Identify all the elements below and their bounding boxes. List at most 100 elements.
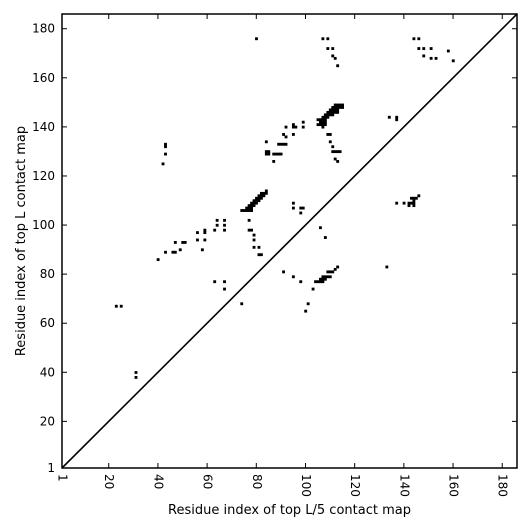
- contact-point: [245, 209, 249, 212]
- contact-point: [262, 191, 266, 195]
- contact-point: [417, 194, 421, 198]
- contact-point: [196, 231, 199, 235]
- y-tick-label: 120: [32, 169, 55, 183]
- contact-point: [299, 280, 303, 284]
- contact-point: [417, 47, 421, 50]
- contact-point: [291, 125, 295, 129]
- contact-point: [333, 108, 337, 112]
- contact-point: [336, 110, 340, 114]
- contact-point: [321, 125, 325, 129]
- x-tick-label: 40: [151, 474, 165, 489]
- contact-point: [247, 209, 251, 212]
- contact-point: [257, 194, 261, 198]
- contact-point: [338, 150, 342, 154]
- contact-point: [319, 120, 322, 124]
- contact-point: [215, 218, 219, 222]
- y-tick-label: 180: [32, 22, 55, 36]
- contact-point: [336, 103, 340, 107]
- contact-point: [264, 140, 268, 144]
- contact-point: [250, 201, 254, 205]
- contact-point: [402, 201, 406, 205]
- contact-point: [331, 106, 335, 109]
- contact-point: [429, 56, 433, 60]
- contact-point: [323, 236, 327, 239]
- x-tick-label: 120: [348, 474, 362, 497]
- contact-point: [333, 267, 337, 271]
- contact-point: [282, 270, 285, 274]
- contact-point: [284, 142, 288, 146]
- contact-point: [114, 304, 118, 308]
- contact-point: [213, 228, 217, 232]
- contact-point: [291, 206, 295, 210]
- contact-point: [255, 199, 258, 203]
- contact-point: [262, 194, 266, 198]
- contact-point: [414, 196, 418, 200]
- contact-point: [328, 113, 332, 117]
- y-axis-label: Residue index of top L contact map: [14, 126, 29, 356]
- contact-point: [336, 108, 340, 112]
- contact-point: [173, 241, 177, 244]
- contact-point: [242, 209, 246, 212]
- contact-point: [395, 115, 399, 119]
- contact-point: [319, 226, 322, 230]
- contact-point: [326, 47, 330, 50]
- x-tick-label: 20: [102, 474, 116, 489]
- contact-point: [250, 209, 254, 212]
- contact-point: [326, 110, 330, 114]
- contact-point: [323, 115, 327, 119]
- contact-point: [178, 248, 182, 252]
- y-tick-label: 80: [40, 267, 55, 281]
- contact-point: [323, 275, 327, 279]
- contact-point: [291, 133, 295, 136]
- contact-point: [252, 204, 256, 208]
- contact-point: [412, 199, 416, 203]
- contact-point: [331, 270, 335, 274]
- contact-point: [284, 135, 288, 139]
- contact-point: [326, 37, 330, 41]
- contact-point: [223, 223, 226, 227]
- contact-point: [252, 201, 256, 205]
- contact-point: [321, 275, 325, 279]
- contact-point: [215, 223, 219, 227]
- contact-point: [333, 150, 337, 154]
- contact-point: [267, 152, 271, 156]
- contact-point: [247, 204, 251, 208]
- contact-point: [311, 287, 315, 291]
- contact-point: [272, 152, 276, 156]
- contact-point: [410, 196, 413, 200]
- contact-point: [247, 206, 251, 210]
- contact-point: [328, 275, 332, 279]
- y-tick-label: 60: [40, 316, 55, 330]
- contact-point: [164, 145, 167, 149]
- contact-point: [314, 280, 317, 284]
- contact-point: [213, 280, 217, 284]
- contact-point: [250, 206, 254, 210]
- contact-point: [255, 201, 258, 205]
- contact-point: [164, 250, 167, 254]
- contact-point: [328, 270, 332, 274]
- contact-point: [294, 125, 298, 129]
- contact-point: [277, 152, 281, 156]
- contact-point: [328, 140, 332, 144]
- y-tick-label: 160: [32, 71, 55, 85]
- contact-point: [259, 253, 263, 257]
- contact-point: [223, 228, 226, 232]
- contact-point: [323, 113, 327, 117]
- contact-point: [223, 218, 226, 222]
- contact-point: [319, 280, 322, 284]
- contact-point: [341, 106, 345, 109]
- contact-point: [331, 145, 335, 149]
- contact-point: [336, 265, 340, 269]
- contact-point: [282, 133, 285, 136]
- contact-point: [336, 150, 340, 154]
- contact-point: [385, 265, 389, 269]
- y-tick-label: 100: [32, 218, 55, 232]
- contact-point: [331, 110, 335, 114]
- contact-point: [257, 253, 261, 257]
- contact-point: [336, 106, 340, 109]
- y-tick-label: 1: [47, 461, 55, 475]
- x-tick-label: 140: [397, 474, 411, 497]
- contact-point: [341, 103, 345, 107]
